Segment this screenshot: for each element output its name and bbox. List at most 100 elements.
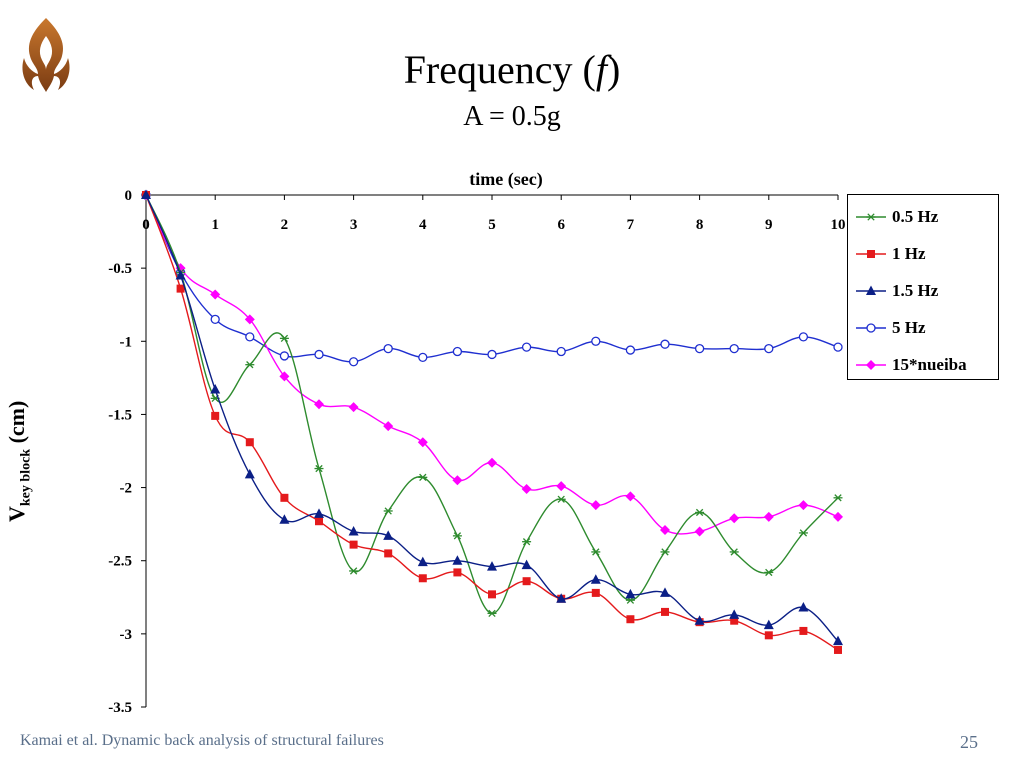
series-line-0-5-hz xyxy=(145,194,839,615)
data-point-1-5-hz xyxy=(521,559,532,570)
data-point-5-hz xyxy=(729,343,739,354)
data-point-5-hz xyxy=(418,352,428,363)
data-point-1-hz xyxy=(453,568,462,577)
title-end: ) xyxy=(606,47,621,92)
data-point-5-hz xyxy=(556,346,566,357)
y-axis-label: Vkey block (cm) xyxy=(4,401,44,522)
data-point-5-hz xyxy=(279,351,290,361)
data-point-15-nueiba xyxy=(383,421,394,432)
data-point-1-5-hz xyxy=(452,555,463,565)
data-point-1-5-hz xyxy=(417,556,428,567)
data-point-0-5-hz xyxy=(522,538,532,546)
x-tick-label: 8 xyxy=(696,217,704,233)
title-variable: f xyxy=(595,47,607,92)
flame-emblem-icon xyxy=(22,18,70,92)
data-point-1-5-hz xyxy=(625,588,636,599)
x-tick-label: 9 xyxy=(765,217,773,233)
x-tick-label: 0 xyxy=(142,217,150,233)
data-point-15-nueiba xyxy=(798,500,809,511)
legend-marker xyxy=(866,360,876,370)
legend-label: 0.5 Hz xyxy=(892,207,939,226)
data-point-1-5-hz xyxy=(141,189,151,199)
legend-item: 1.5 Hz xyxy=(856,279,938,303)
data-point-0-5-hz xyxy=(798,529,808,537)
legend-item: 15*nueiba xyxy=(856,353,967,377)
data-point-5-hz xyxy=(521,342,532,352)
data-point-0-5-hz xyxy=(279,334,289,343)
data-point-5-hz xyxy=(487,349,497,360)
data-point-1-5-hz xyxy=(487,561,497,571)
y-tick-label: -1 xyxy=(120,334,133,350)
data-point-1-5-hz xyxy=(729,609,740,619)
data-point-0-5-hz xyxy=(383,507,393,515)
data-point-5-hz xyxy=(764,343,774,354)
data-point-1-hz xyxy=(245,438,254,447)
data-point-15-nueiba xyxy=(590,500,601,511)
series-line-1-5-hz xyxy=(145,194,839,642)
legend-item: 0.5 Hz xyxy=(856,205,938,229)
y-tick-label: -1.5 xyxy=(108,407,132,423)
legend-marker xyxy=(866,285,876,295)
data-point-5-hz xyxy=(798,332,809,342)
slide-subtitle: A = 0.5g xyxy=(463,101,561,132)
data-point-0-5-hz xyxy=(556,495,566,503)
data-point-5-hz xyxy=(591,336,601,346)
y-tick-label: -3 xyxy=(120,627,133,643)
data-point-1-5-hz xyxy=(798,602,809,612)
data-point-5-hz xyxy=(210,314,220,324)
data-point-1-hz xyxy=(211,411,220,420)
data-point-1-hz xyxy=(834,645,842,654)
data-point-0-5-hz xyxy=(695,508,705,517)
legend-label: 15*nueiba xyxy=(892,355,967,374)
data-point-1-hz xyxy=(799,626,808,635)
x-tick-label: 2 xyxy=(281,217,289,233)
data-point-15-nueiba xyxy=(244,314,255,325)
x-tick-label: 4 xyxy=(419,217,427,233)
data-point-1-hz xyxy=(418,574,427,583)
series-1-5-hz xyxy=(141,189,843,646)
x-axis-label: time (sec) xyxy=(469,169,542,190)
legend-label: 1.5 Hz xyxy=(892,281,939,300)
data-point-0-5-hz xyxy=(729,548,739,556)
data-point-1-5-hz xyxy=(314,508,324,518)
data-point-1-hz xyxy=(764,631,773,640)
x-tick-label: 1 xyxy=(211,217,219,233)
x-tick-label: 7 xyxy=(627,217,635,233)
legend-marker xyxy=(866,213,876,221)
data-point-5-hz xyxy=(245,332,255,342)
legend-swatch xyxy=(856,285,886,295)
legend-marker xyxy=(867,250,875,258)
data-point-15-nueiba xyxy=(763,511,774,522)
x-tick-label: 5 xyxy=(488,217,496,233)
data-point-1-5-hz xyxy=(279,514,290,524)
data-point-15-nueiba xyxy=(660,524,670,535)
legend-swatch xyxy=(856,213,886,221)
data-point-0-5-hz xyxy=(487,609,497,618)
x-tick-label: 10 xyxy=(831,217,846,233)
data-point-15-nueiba xyxy=(694,526,705,537)
data-point-0-5-hz xyxy=(764,568,774,577)
footer-citation: Kamai et al. Dynamic back analysis of st… xyxy=(20,732,384,749)
data-point-1-hz xyxy=(349,540,358,549)
slide-title: Frequency (f) xyxy=(0,46,1024,94)
data-point-5-hz xyxy=(383,343,393,354)
y-axis-label-unit: (cm) xyxy=(4,400,29,449)
data-point-1-5-hz xyxy=(348,525,359,536)
series-line-1-hz xyxy=(145,194,839,651)
data-point-0-5-hz xyxy=(314,464,324,473)
data-point-1-hz xyxy=(626,615,635,624)
y-tick-label: 0 xyxy=(125,188,133,204)
data-point-0-5-hz xyxy=(245,361,255,369)
y-tick-label: -0.5 xyxy=(108,261,132,277)
data-point-1-5-hz xyxy=(590,574,601,584)
data-point-15-nueiba xyxy=(521,484,532,495)
legend-label: 5 Hz xyxy=(892,318,926,337)
series-15-nueiba xyxy=(141,190,843,537)
data-point-1-hz xyxy=(661,607,669,616)
legend-swatch xyxy=(856,250,886,258)
data-point-1-hz xyxy=(591,588,600,597)
page-number: 25 xyxy=(960,732,978,752)
data-point-1-5-hz xyxy=(833,635,843,646)
